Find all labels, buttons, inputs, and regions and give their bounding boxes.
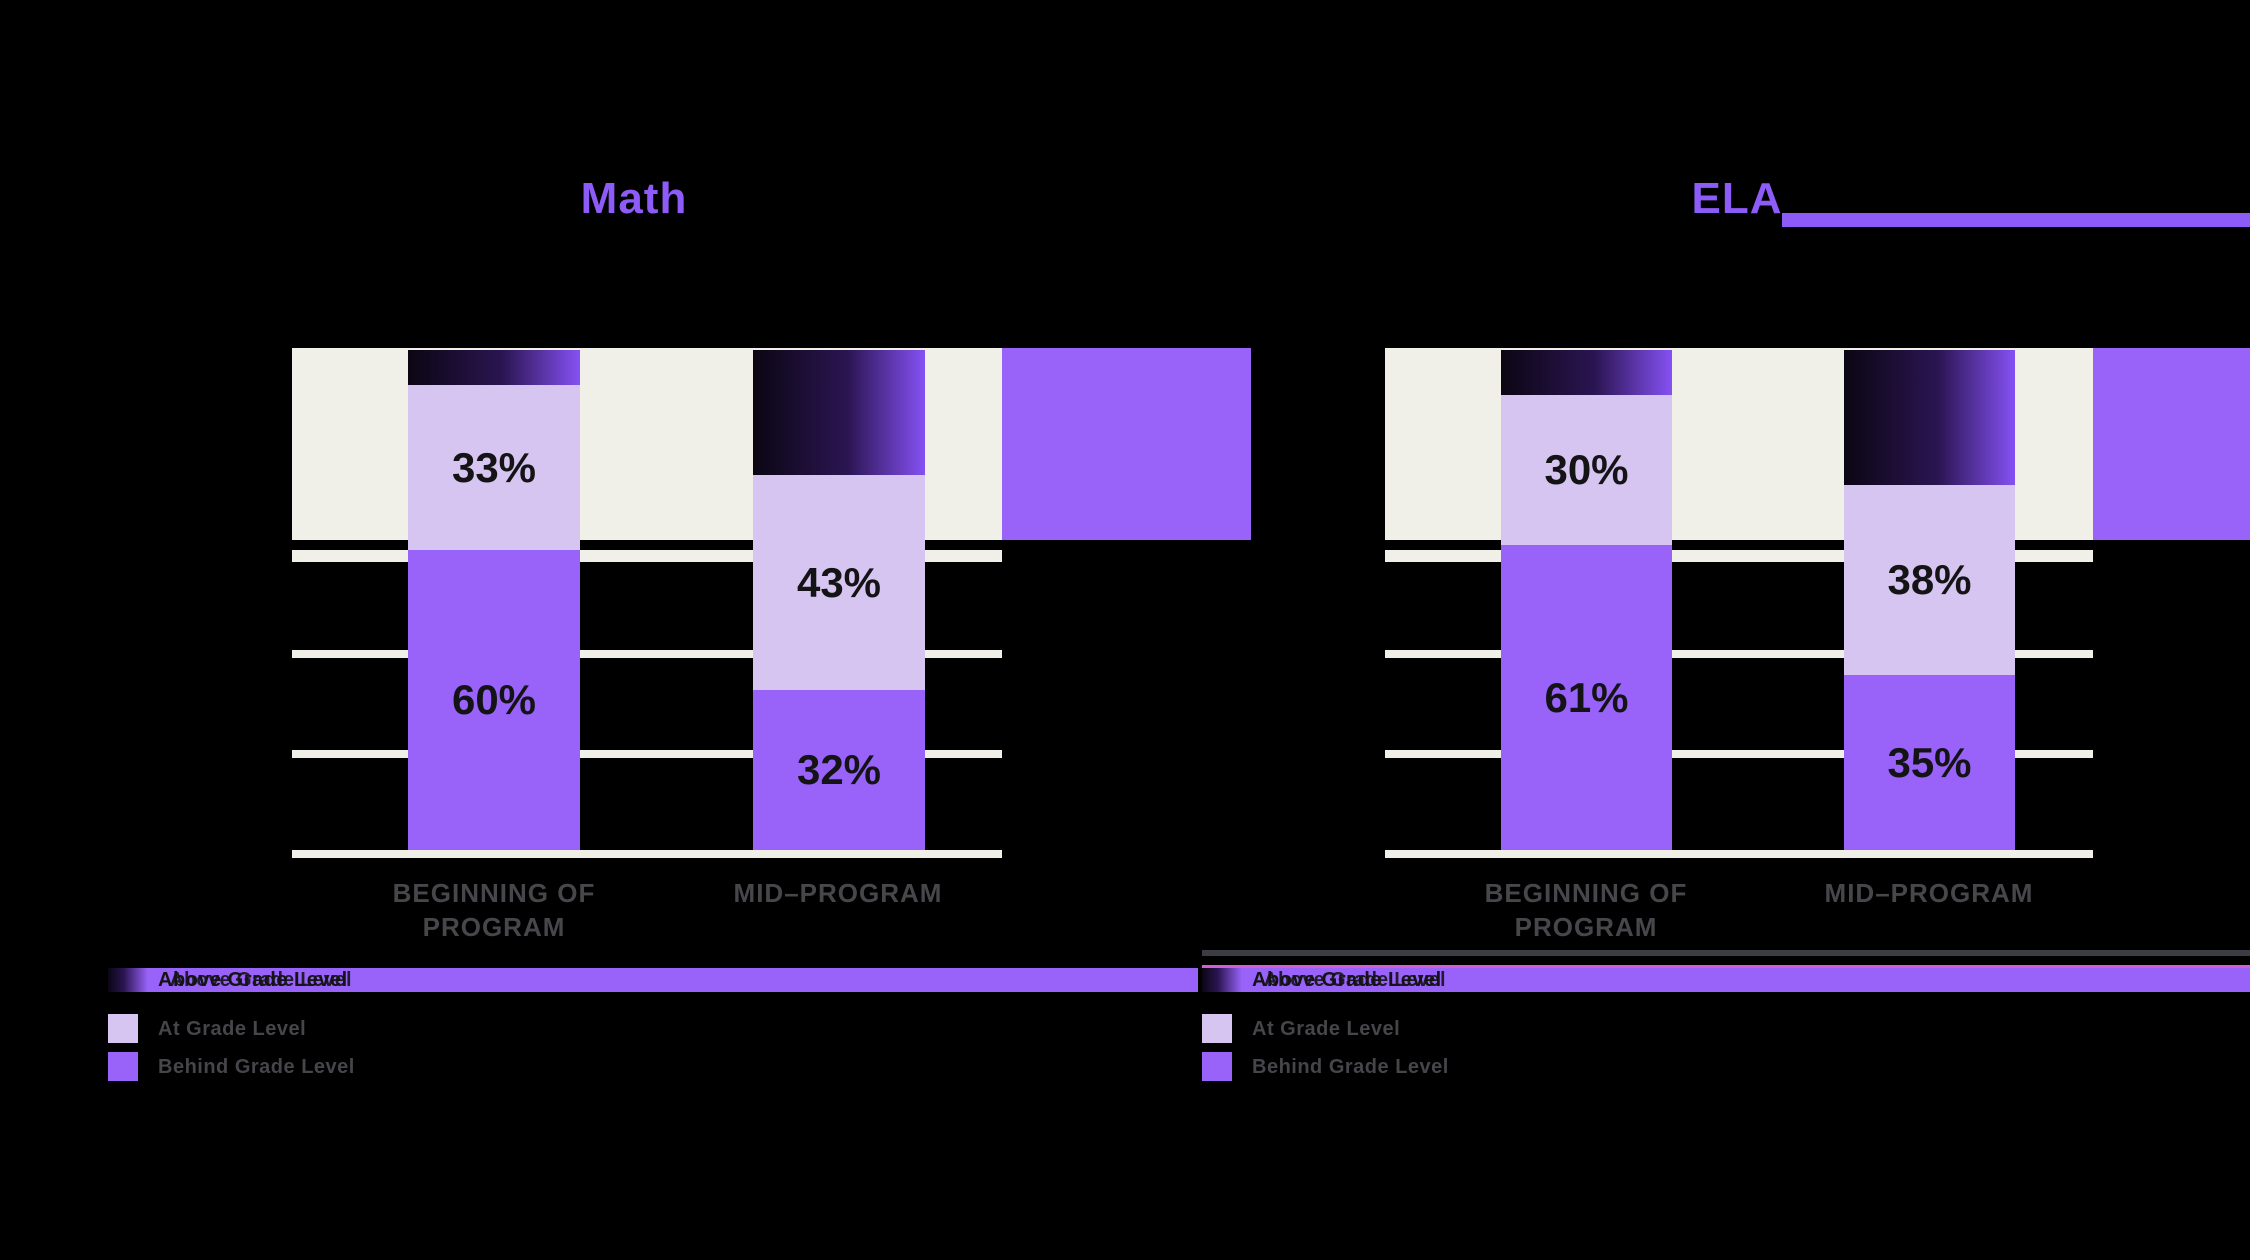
legend-behind-swatch bbox=[1202, 1052, 1232, 1081]
gridline bbox=[292, 750, 1002, 758]
bar-segment-above bbox=[408, 350, 580, 385]
legend-behind-swatch bbox=[108, 1052, 138, 1081]
panel-title-ela: ELA bbox=[1691, 174, 1783, 223]
gridline bbox=[292, 650, 1002, 658]
bar-segment-behind bbox=[1501, 545, 1672, 850]
bar-value-label: 60% bbox=[451, 676, 537, 723]
legend-behind-label: Behind Grade Level bbox=[158, 1056, 355, 1078]
bar-segment-at bbox=[1844, 485, 2015, 675]
legend-topline-decor bbox=[1202, 950, 2250, 956]
bar-segment-above bbox=[753, 350, 925, 475]
bar-segment-at bbox=[753, 475, 925, 690]
gridline bbox=[1385, 650, 2093, 658]
bar-value-label: 35% bbox=[1887, 738, 1972, 786]
panel-title-math: Math bbox=[580, 174, 688, 223]
legend-above-label: Above Grade Level bbox=[1252, 969, 1442, 991]
gridline bbox=[292, 850, 1002, 858]
bar-segment-at bbox=[408, 385, 580, 550]
bar-segment-at bbox=[1501, 395, 1672, 545]
bar-value-label: 38% bbox=[1887, 556, 1972, 603]
axis-label-math-beginning: BEGINNING OF PROGRAM bbox=[392, 878, 596, 942]
axis-label-ela-beginning: BEGINNING OF PROGRAM bbox=[1484, 878, 1688, 942]
legend-at-label: At Grade Level bbox=[158, 1018, 307, 1040]
decor-purple-rect bbox=[2093, 348, 2250, 540]
axis-label-ela-mid: MID–PROGRAM bbox=[1824, 878, 2034, 908]
legend-behind-label: Behind Grade Level bbox=[1252, 1056, 1449, 1078]
gridline bbox=[1385, 850, 2093, 858]
bar-segment-behind bbox=[753, 690, 925, 850]
bar-segment-behind bbox=[1844, 675, 2015, 850]
legend-above-label-ghost: Above Grade Level bbox=[1263, 969, 1446, 991]
gridline bbox=[1385, 750, 2093, 758]
legend-at-swatch bbox=[1202, 1014, 1232, 1043]
legend-above-label: Above Grade Level bbox=[158, 969, 348, 991]
bar-value-label: 30% bbox=[1544, 446, 1629, 493]
bar-value-label: 32% bbox=[796, 746, 882, 793]
title-underline-decor bbox=[1782, 213, 2250, 227]
legend-above-bar: Above Grade Level Above Grade Level bbox=[108, 968, 1198, 992]
bar-segment-above bbox=[1501, 350, 1672, 395]
bar-segment-above bbox=[1844, 350, 2015, 485]
legend-at-swatch bbox=[108, 1014, 138, 1043]
legend-at-label: At Grade Level bbox=[1252, 1018, 1401, 1040]
axis-label-math-mid: MID–PROGRAM bbox=[733, 878, 943, 908]
bar-value-label: 61% bbox=[1544, 673, 1629, 721]
bar-value-label: 33% bbox=[451, 443, 537, 491]
bar-segment-behind bbox=[408, 550, 580, 850]
legend-above-bar: Above Grade Level Above Grade Level bbox=[1202, 965, 2250, 992]
decor-purple-rect bbox=[1002, 348, 1251, 540]
bar-value-label: 43% bbox=[796, 558, 882, 606]
legend-above-label-ghost: Above Grade Level bbox=[169, 969, 352, 991]
